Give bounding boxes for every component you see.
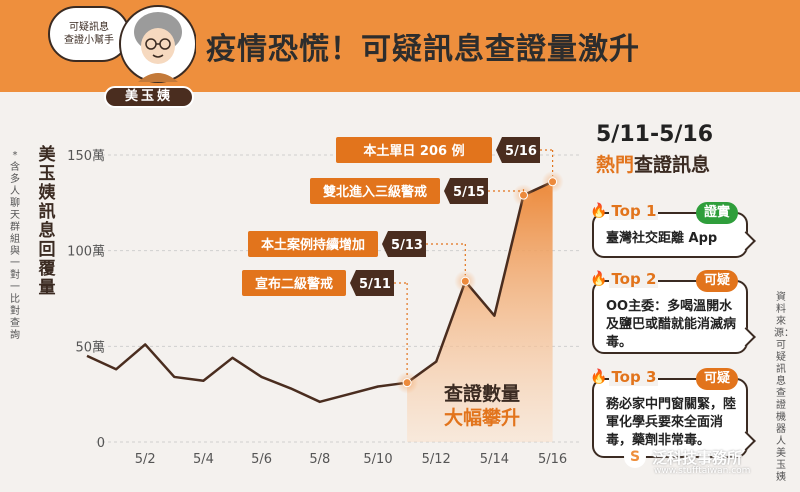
annotation-box (336, 137, 492, 163)
area-label-2: 大幅攀升 (444, 406, 520, 429)
annotation-box (242, 270, 346, 296)
highlight-point (402, 378, 412, 388)
mascot-avatar (119, 5, 196, 83)
panel-subtitle: 熱門查證訊息 (596, 150, 710, 177)
annotation-text: 宣布二級警戒 (255, 276, 333, 292)
top3-header: 🔥 Top 3 (590, 368, 659, 386)
highlight-point (460, 276, 470, 286)
x-tick-label: 5/14 (480, 452, 509, 467)
top1-text: 臺灣社交距離 App (606, 231, 718, 246)
annotation-text: 本土案例持續增加 (261, 237, 365, 253)
top2-card: 🔥 Top 2 可疑 OO主委：多喝溫開水及鹽巴或醋就能消滅病毒。 (590, 270, 748, 354)
area-label-1: 查證數量 (443, 382, 520, 405)
bubble-line-2: 查證小幫手 (64, 35, 114, 46)
speech-bubble: 可疑訊息 查證小幫手 (48, 6, 130, 62)
x-tick-label: 5/16 (538, 452, 567, 467)
annotation-date: 5/13 (391, 238, 423, 253)
mascot-name-badge: 美玉姨 (104, 86, 194, 108)
source-note: 資料來源：可疑訊息查證機器人美玉姨 (774, 292, 794, 483)
highlight-area (407, 181, 553, 442)
annotation-date-tag (350, 270, 394, 296)
annotation-date-tag (496, 137, 540, 163)
page-title: 疫情恐慌！可疑訊息查證量激升 (206, 32, 640, 67)
x-tick-label: 5/8 (309, 452, 330, 467)
panel-subtitle-rest: 查證訊息 (634, 154, 711, 176)
top1-rank: Top 1 (609, 202, 659, 220)
annotation-date: 5/11 (359, 277, 391, 292)
top2-verdict-badge: 可疑 (695, 270, 738, 292)
annotation-date-tag (382, 231, 426, 257)
side-note: *含多人聊天群組與一對一比對查詢 (10, 150, 20, 341)
y-tick-label: 100萬 (67, 245, 105, 260)
x-tick-label: 5/4 (193, 452, 214, 467)
fire-icon: 🔥 (590, 271, 608, 287)
highlight-point (519, 190, 528, 200)
y-tick-label: 50萬 (75, 340, 105, 355)
x-tick-label: 5/12 (422, 452, 451, 467)
top2-rank: Top 2 (609, 270, 659, 288)
y-axis-label: 美玉姨訊息回覆量 (38, 145, 56, 298)
annotation-text: 本土單日 206 例 (363, 143, 464, 159)
top1-header: 🔥 Top 1 (590, 202, 659, 220)
fire-icon: 🔥 (590, 369, 608, 385)
top3-verdict-badge: 可疑 (695, 368, 738, 390)
annotation-text: 雙北進入三級警戒 (323, 184, 427, 200)
panel-subtitle-hot: 熱門 (596, 154, 635, 176)
y-tick-label: 0 (97, 436, 105, 451)
panel-date-range: 5/11-5/16 (596, 122, 714, 147)
annotation-date: 5/15 (453, 185, 485, 200)
logo-name: 泛科技事務所 (652, 448, 743, 467)
fire-icon: 🔥 (590, 203, 608, 219)
series-line (86, 180, 554, 404)
top3-rank: Top 3 (609, 368, 659, 386)
top2-header: 🔥 Top 2 (590, 270, 659, 288)
logo-url: www.stufftaiwan.com (654, 466, 751, 476)
bubble-line-1: 可疑訊息 (69, 22, 109, 33)
highlight-point (548, 177, 558, 187)
x-tick-label: 5/6 (251, 452, 272, 467)
x-tick-label: 5/2 (135, 452, 156, 467)
x-tick-label: 5/10 (363, 452, 392, 467)
annotation-date-tag (444, 178, 488, 204)
top3-text: 務必家中門窗關緊，陸軍化學兵要來全面消毒，藥劑非常毒。 (606, 397, 737, 448)
top1-card: 🔥 Top 1 證實 臺灣社交距離 App (590, 202, 748, 258)
y-tick-label: 150萬 (67, 149, 105, 164)
annotation-box (248, 231, 378, 257)
top1-verdict-badge: 證實 (695, 202, 738, 224)
annotation-date: 5/16 (505, 144, 537, 159)
top3-card: 🔥 Top 3 可疑 務必家中門窗關緊，陸軍化學兵要來全面消毒，藥劑非常毒。 (590, 368, 748, 458)
brand-logo: S 泛科技事務所 (624, 446, 742, 468)
logo-mark-icon: S (624, 446, 646, 468)
top2-text: OO主委：多喝溫開水及鹽巴或醋就能消滅病毒。 (606, 299, 737, 350)
annotation-box (310, 178, 440, 204)
